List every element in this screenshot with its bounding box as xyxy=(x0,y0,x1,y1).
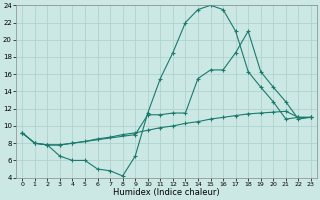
X-axis label: Humidex (Indice chaleur): Humidex (Indice chaleur) xyxy=(113,188,220,197)
